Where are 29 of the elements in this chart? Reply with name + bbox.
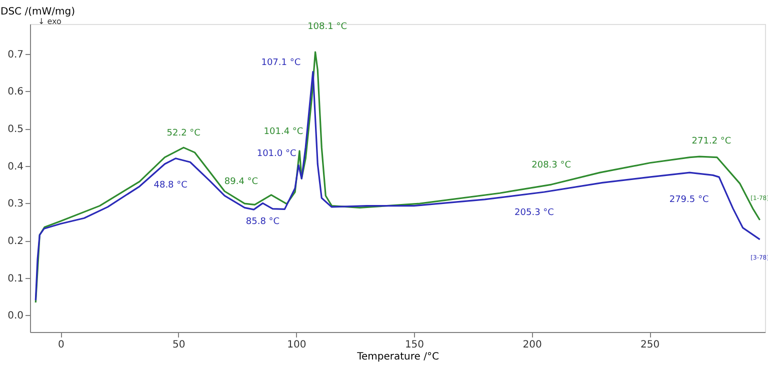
x-tick-label: 150 bbox=[404, 340, 424, 350]
annotation: 101.0 °C bbox=[256, 149, 296, 160]
annotation: 279.5 °C bbox=[669, 195, 709, 206]
y-tick-label: 0.2 bbox=[8, 236, 24, 248]
x-tick-label: 100 bbox=[287, 340, 306, 350]
y-tick-label: 0.1 bbox=[8, 273, 24, 284]
annotation: 52.2 °C bbox=[166, 128, 200, 139]
y-tick-label: 0.7 bbox=[8, 49, 24, 60]
annotation: 108.1 °C bbox=[308, 22, 347, 32]
y-axis-title: DSC /(mW/mg) bbox=[0, 6, 76, 18]
annotation: 205.3 °C bbox=[514, 208, 554, 218]
y-tick-label: 0.3 bbox=[8, 198, 24, 210]
annotation: 107.1 °C bbox=[261, 58, 301, 68]
annotation: 271.2 °C bbox=[692, 136, 732, 147]
annotation: 101.4 °C bbox=[264, 126, 304, 137]
annotation: 208.3 °C bbox=[532, 160, 572, 171]
y-tick-label: 0.6 bbox=[8, 86, 24, 98]
y-tick-label: 0.4 bbox=[8, 161, 24, 172]
y-tick-label: 0.5 bbox=[8, 124, 24, 136]
annotation: 89.4 °C bbox=[224, 176, 258, 187]
annotation: 48.8 °C bbox=[154, 180, 188, 190]
y-tick-label: 0.0 bbox=[8, 310, 24, 322]
x-axis-title: Temperature /°C bbox=[356, 352, 439, 362]
annotation: ↓ exo bbox=[38, 17, 62, 26]
x-tick-label: 250 bbox=[640, 340, 660, 350]
annotation: 85.8 °C bbox=[246, 217, 280, 228]
x-tick-label: 200 bbox=[522, 340, 542, 350]
x-tick-label: 0 bbox=[58, 340, 64, 350]
x-tick-label: 50 bbox=[172, 340, 186, 350]
